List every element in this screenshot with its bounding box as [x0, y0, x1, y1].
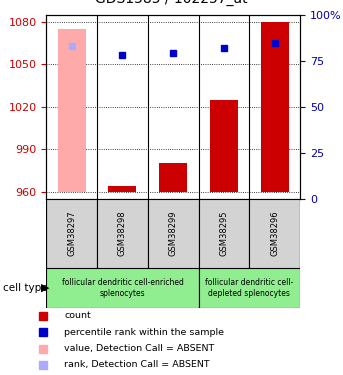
Text: count: count: [64, 311, 91, 320]
Text: GSM38296: GSM38296: [270, 211, 279, 256]
Bar: [199, 268, 300, 308]
Text: follicular dendritic cell-enriched
splenocytes: follicular dendritic cell-enriched splen…: [61, 278, 184, 297]
Text: GSM38295: GSM38295: [220, 211, 228, 256]
Bar: [46, 199, 97, 268]
Bar: [97, 199, 148, 268]
Bar: [148, 199, 199, 268]
Text: ▶: ▶: [41, 283, 49, 293]
Bar: [249, 199, 300, 268]
Bar: [199, 199, 249, 268]
Text: percentile rank within the sample: percentile rank within the sample: [64, 328, 224, 337]
Bar: [58, 29, 86, 192]
Text: GSM38297: GSM38297: [67, 211, 76, 256]
Text: cell type: cell type: [3, 283, 48, 293]
Text: follicular dendritic cell-
depleted splenocytes: follicular dendritic cell- depleted sple…: [205, 278, 294, 297]
Bar: [261, 22, 289, 192]
Bar: [108, 186, 137, 192]
Text: value, Detection Call = ABSENT: value, Detection Call = ABSENT: [64, 344, 215, 353]
Text: GSM38299: GSM38299: [169, 211, 178, 256]
Text: GDS1585 / 102257_at: GDS1585 / 102257_at: [95, 0, 248, 6]
Bar: [159, 164, 187, 192]
Text: rank, Detection Call = ABSENT: rank, Detection Call = ABSENT: [64, 360, 210, 369]
Bar: [210, 100, 238, 192]
Bar: [46, 268, 199, 308]
Text: GSM38298: GSM38298: [118, 211, 127, 256]
